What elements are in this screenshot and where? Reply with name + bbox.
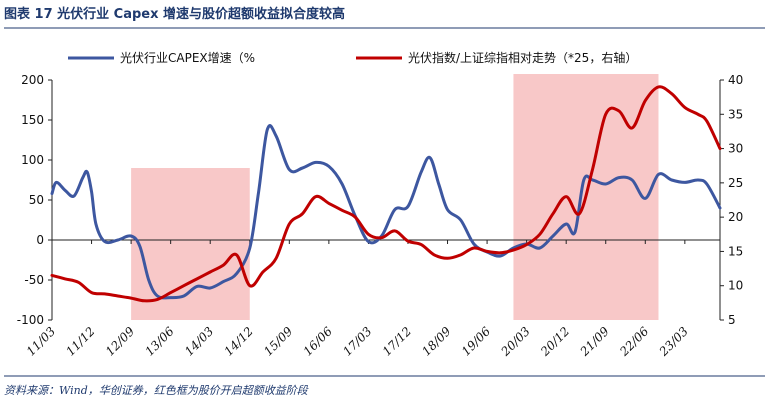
left-tick-label: -100 <box>17 313 44 327</box>
x-tick-label: 20/03 <box>498 324 533 359</box>
x-tick-label: 16/06 <box>301 324 336 359</box>
right-tick-label: 25 <box>728 176 743 190</box>
x-tick-label: 23/03 <box>656 324 691 359</box>
x-tick-label: 13/06 <box>142 324 177 359</box>
x-tick-label: 22/06 <box>616 324 651 359</box>
right-tick-label: 30 <box>728 142 743 156</box>
x-tick-label: 17/12 <box>380 324 414 358</box>
x-tick-label: 19/06 <box>459 324 494 359</box>
right-tick-label: 40 <box>728 73 743 87</box>
x-tick-label: 20/12 <box>537 324 572 359</box>
x-tick-label: 12/09 <box>103 324 138 359</box>
x-tick-label: 17/03 <box>340 324 375 359</box>
x-tick-label: 14/12 <box>222 324 256 358</box>
capex-growth-line <box>50 124 722 300</box>
right-tick-label: 35 <box>728 107 743 121</box>
x-tick-label: 15/09 <box>261 324 296 359</box>
left-tick-label: 200 <box>21 73 44 87</box>
right-tick-label: 5 <box>728 313 736 327</box>
x-tick-label: 14/03 <box>182 324 217 359</box>
x-tick-label: 21/09 <box>577 324 612 359</box>
left-tick-label: 100 <box>21 153 44 167</box>
relative-index-line <box>50 85 722 303</box>
x-tick-label: 11/12 <box>63 324 97 358</box>
x-tick-label: 18/09 <box>419 324 454 359</box>
legend-label: 光伏指数/上证综指相对走势（*25，右轴） <box>408 50 637 65</box>
highlight-region <box>131 168 250 320</box>
left-tick-label: 50 <box>29 193 44 207</box>
right-tick-label: 15 <box>728 244 743 258</box>
right-tick-label: 20 <box>728 210 743 224</box>
right-tick-label: 10 <box>728 279 743 293</box>
x-tick-label: 11/03 <box>24 324 59 359</box>
source-note: 资料来源：Wind，华创证券，红色框为股价开启超额收益阶段 <box>4 384 309 397</box>
figure-title: 图表 17 光伏行业 Capex 增速与股价超额收益拟合度较高 <box>4 6 345 22</box>
left-tick-label: 150 <box>21 113 44 127</box>
legend-label: 光伏行业CAPEX增速（% <box>120 51 255 65</box>
left-tick-label: 0 <box>36 233 44 247</box>
left-tick-label: -50 <box>24 273 44 287</box>
series-lines <box>50 85 722 303</box>
legend: 光伏行业CAPEX增速（% 光伏指数/上证综指相对走势（*25，右轴） <box>68 50 637 65</box>
